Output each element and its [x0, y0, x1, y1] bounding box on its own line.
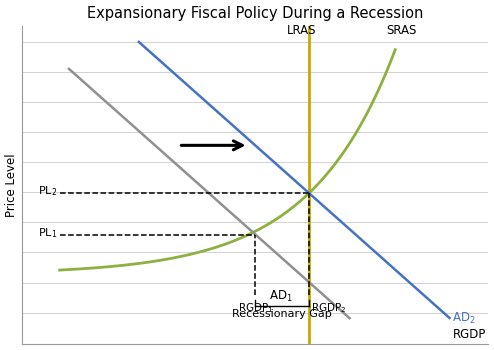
Text: PL$_1$: PL$_1$ [38, 226, 57, 240]
Text: RGDP$_2$: RGDP$_2$ [311, 301, 347, 315]
Text: RGDP: RGDP [453, 328, 486, 341]
Text: Recessionary Gap: Recessionary Gap [232, 309, 332, 320]
Title: Expansionary Fiscal Policy During a Recession: Expansionary Fiscal Policy During a Rece… [87, 6, 423, 21]
Text: Price Level: Price Level [5, 153, 18, 217]
Text: LRAS: LRAS [288, 24, 317, 37]
Text: RGDP$_1$: RGDP$_1$ [238, 301, 273, 315]
Text: PL$_2$: PL$_2$ [38, 185, 57, 198]
Text: SRAS: SRAS [386, 24, 416, 37]
Text: AD$_1$: AD$_1$ [269, 289, 293, 304]
Text: AD$_2$: AD$_2$ [452, 310, 476, 326]
